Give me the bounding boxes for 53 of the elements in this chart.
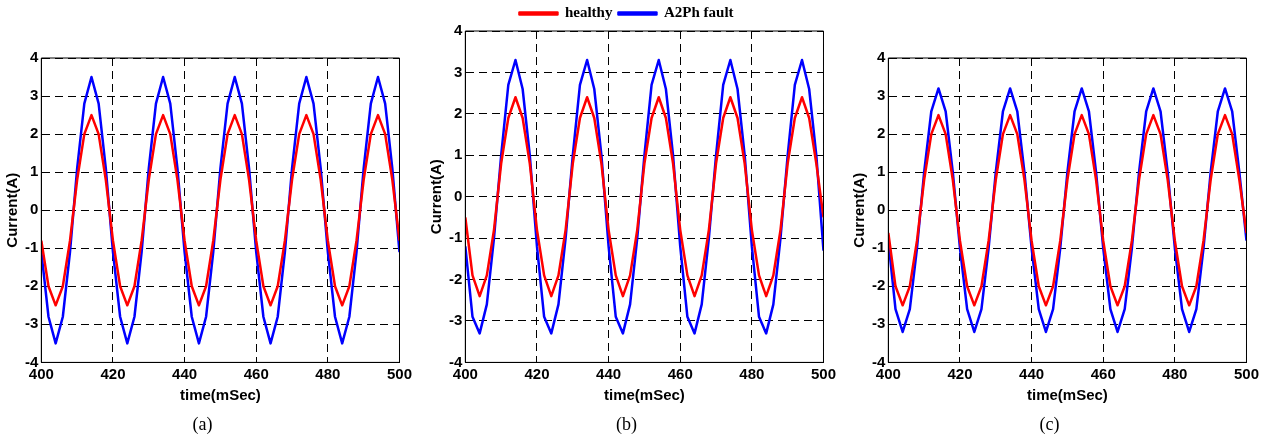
x-axis-title: time(mSec) bbox=[603, 385, 685, 403]
x-tick-label: 420 bbox=[947, 364, 973, 382]
text: (a) bbox=[192, 413, 213, 435]
y-tick-label: -2 bbox=[871, 276, 886, 294]
y-tick-label: 3 bbox=[453, 62, 462, 80]
y-tick-label: 0 bbox=[29, 200, 39, 218]
x-tick-label: 420 bbox=[523, 364, 549, 382]
x-tick-label: 480 bbox=[1162, 364, 1188, 382]
x-tick-label: 500 bbox=[810, 364, 836, 382]
x-tick-label: 500 bbox=[386, 364, 412, 382]
y-tick-label: 3 bbox=[876, 86, 886, 104]
text: (b) bbox=[615, 413, 637, 435]
y-tick-label: -1 bbox=[871, 238, 886, 256]
x-tick-label: 440 bbox=[1019, 364, 1045, 382]
y-tick-label: -4 bbox=[871, 352, 886, 370]
x-tick-label: 440 bbox=[595, 364, 621, 382]
y-tick-label: 4 bbox=[453, 21, 463, 39]
y-tick-label: -3 bbox=[448, 311, 462, 329]
x-tick-label: 500 bbox=[1233, 364, 1259, 382]
y-tick-label: -3 bbox=[871, 314, 886, 332]
x-axis-title: time(mSec) bbox=[179, 385, 261, 403]
y-tick-label: 2 bbox=[453, 103, 462, 121]
y-tick-label: -3 bbox=[24, 314, 39, 332]
y-tick-label: -2 bbox=[24, 276, 39, 294]
y-axis-title: Current(A) bbox=[3, 172, 21, 248]
text: (c) bbox=[1039, 413, 1060, 435]
y-tick-label: 0 bbox=[876, 200, 886, 218]
y-axis-title: Current(A) bbox=[426, 159, 444, 235]
y-tick-label: 1 bbox=[29, 162, 39, 180]
y-tick-label: -2 bbox=[448, 269, 462, 287]
y-tick-label: 2 bbox=[29, 124, 39, 142]
legend-label: A2Ph fault bbox=[663, 4, 734, 21]
y-axis-title: Current(A) bbox=[850, 172, 868, 248]
x-tick-label: 480 bbox=[738, 364, 764, 382]
x-tick-label: 460 bbox=[1090, 364, 1116, 382]
y-tick-label: 3 bbox=[29, 86, 39, 104]
y-tick-label: 1 bbox=[876, 162, 886, 180]
x-tick-label: 420 bbox=[100, 364, 126, 382]
y-tick-label: 2 bbox=[876, 124, 886, 142]
y-tick-label: 4 bbox=[876, 48, 886, 66]
y-tick-label: 1 bbox=[453, 145, 462, 163]
x-tick-label: 460 bbox=[667, 364, 693, 382]
y-tick-label: -1 bbox=[24, 238, 39, 256]
legend-label: healthy bbox=[564, 4, 613, 21]
y-tick-label: -4 bbox=[448, 352, 463, 370]
y-tick-label: -1 bbox=[448, 228, 462, 246]
y-tick-label: 0 bbox=[453, 186, 462, 204]
x-axis-title: time(mSec) bbox=[1026, 385, 1108, 403]
x-tick-label: 440 bbox=[172, 364, 198, 382]
y-tick-label: 4 bbox=[29, 48, 39, 66]
x-tick-label: 480 bbox=[315, 364, 341, 382]
x-tick-label: 460 bbox=[243, 364, 269, 382]
y-tick-label: -4 bbox=[24, 352, 39, 370]
